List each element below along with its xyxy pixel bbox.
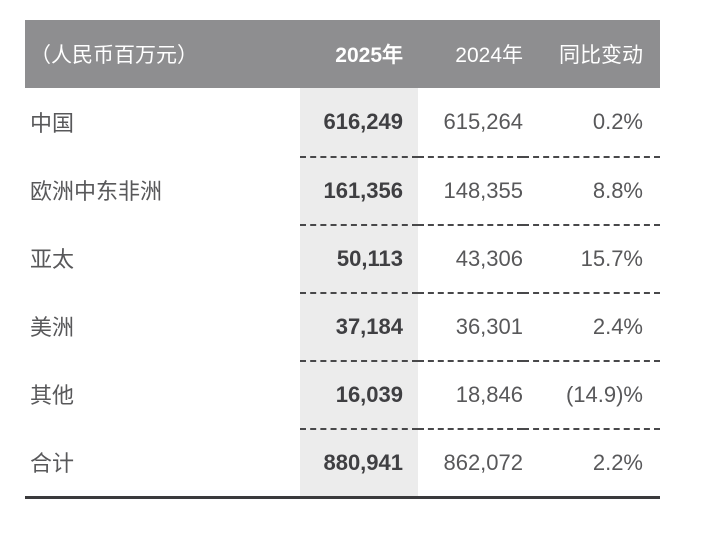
value-2024: 43,306 <box>418 224 523 292</box>
revenue-by-region-table: （人民币百万元） 2025年 2024年 同比变动 中国 616,249 615… <box>25 20 660 499</box>
value-change: 0.2% <box>592 109 643 134</box>
value-change: 8.8% <box>523 156 660 224</box>
table-row-total: 合计 880,941 862,072 2.2% <box>25 428 660 496</box>
column-header-change: 同比变动 <box>559 44 643 67</box>
value-2025: 50,113 <box>300 224 418 292</box>
value-2025: 880,941 <box>300 428 418 496</box>
region-label: 合计 <box>30 451 75 476</box>
table-header-row: （人民币百万元） 2025年 2024年 同比变动 <box>25 20 660 88</box>
value-2025: 616,249 <box>300 88 418 156</box>
region-label: 美洲 <box>30 315 75 340</box>
table-row-others: 其他 16,039 18,846 (14.9)% <box>25 360 660 428</box>
value-2024: 862,072 <box>418 428 523 496</box>
value-2025: 37,184 <box>300 292 418 360</box>
region-label: 其他 <box>30 383 75 408</box>
region-label: 亚太 <box>30 247 75 272</box>
value-2024: 615,264 <box>443 109 523 134</box>
value-change: 15.7% <box>523 224 660 292</box>
value-change: 2.2% <box>523 428 660 496</box>
value-2025: 161,356 <box>300 156 418 224</box>
column-header-2024: 2024年 <box>455 44 523 67</box>
column-header-2025: 2025年 <box>335 44 403 67</box>
value-2025: 16,039 <box>300 360 418 428</box>
value-2024: 148,355 <box>418 156 523 224</box>
unit-label: （人民币百万元） <box>30 44 198 67</box>
value-change: (14.9)% <box>523 360 660 428</box>
value-2024: 18,846 <box>418 360 523 428</box>
table-row-americas: 美洲 37,184 36,301 2.4% <box>25 292 660 360</box>
table-row-apac: 亚太 50,113 43,306 15.7% <box>25 224 660 292</box>
region-label: 欧洲中东非洲 <box>30 179 163 204</box>
value-2024: 36,301 <box>418 292 523 360</box>
table-row-china: 中国 616,249 615,264 0.2% <box>25 88 660 156</box>
region-label: 中国 <box>30 111 75 136</box>
value-change: 2.4% <box>523 292 660 360</box>
table-row-emea: 欧洲中东非洲 161,356 148,355 8.8% <box>25 156 660 224</box>
